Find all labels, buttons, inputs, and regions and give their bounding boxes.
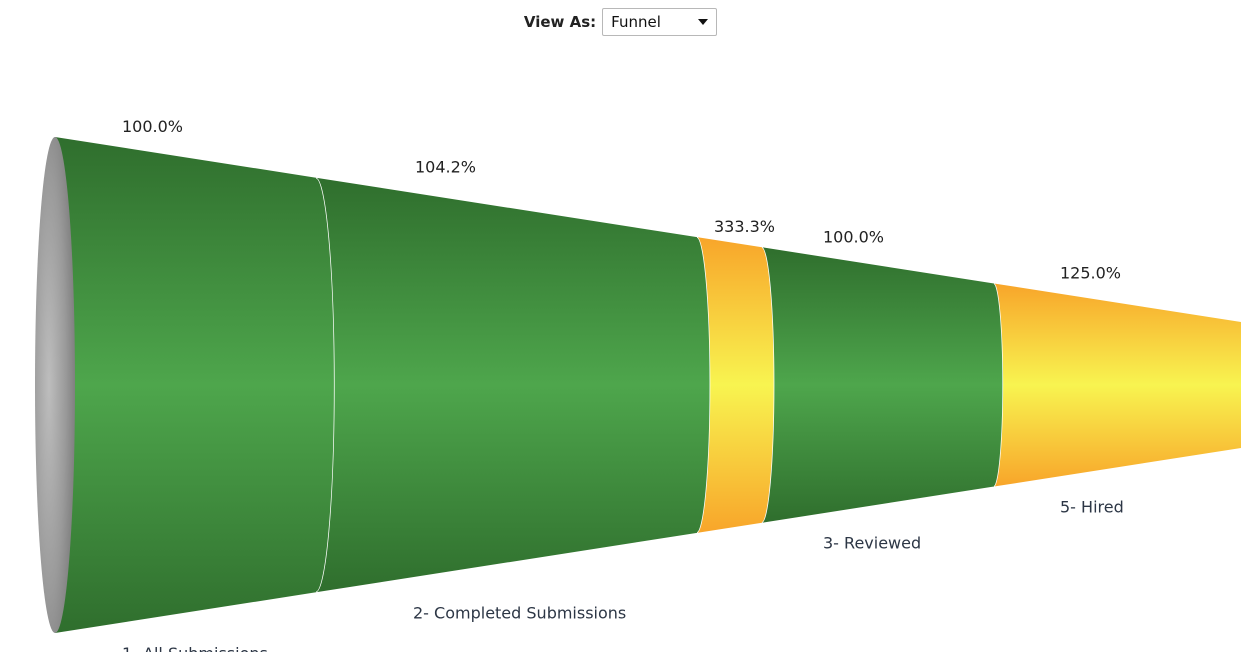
funnel-segment-divider xyxy=(761,246,776,524)
funnel-segment-4 xyxy=(762,247,1004,523)
funnel-stage-label: 5- Hired xyxy=(1060,498,1124,517)
view-as-select[interactable]: Funnel xyxy=(602,8,718,36)
funnel-percent-label: 125.0% xyxy=(1060,263,1121,282)
funnel-percent-label: 100.0% xyxy=(122,117,183,136)
funnel-segment-1 xyxy=(55,137,335,633)
view-as-control: View As: Funnel xyxy=(0,8,1241,36)
funnel-segment-divider xyxy=(315,176,336,594)
funnel-percent-label: 333.3% xyxy=(714,217,775,236)
funnel-segment-2 xyxy=(316,177,711,593)
funnel-segment-3 xyxy=(697,237,775,533)
funnel-stage-label: 1- All Submissions xyxy=(122,644,268,652)
view-as-selected-value: Funnel xyxy=(611,13,661,31)
chevron-down-icon xyxy=(698,19,709,25)
funnel-percent-label: 104.2% xyxy=(415,158,476,177)
view-as-label: View As: xyxy=(523,13,597,31)
funnel-stage-label: 2- Completed Submissions xyxy=(413,603,626,622)
funnel-percent-label: 100.0% xyxy=(823,227,884,246)
funnel-stage-label: 3- Reviewed xyxy=(823,534,921,553)
funnel-segment-5 xyxy=(994,283,1241,487)
funnel-mouth xyxy=(35,137,75,633)
